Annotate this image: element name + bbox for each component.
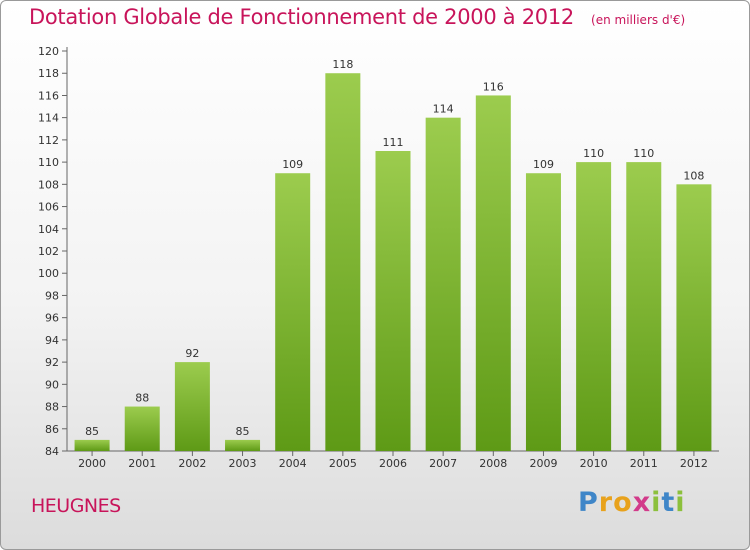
data-label: 109 — [282, 158, 303, 171]
y-tick-label: 114 — [38, 112, 59, 125]
data-label: 108 — [683, 169, 704, 182]
commune-name: HEUGNES — [31, 495, 121, 517]
proxiti-logo: Proxiti — [578, 487, 686, 518]
x-tick-label: 2007 — [429, 457, 457, 470]
logo-letter: o — [613, 487, 633, 518]
y-tick-label: 116 — [38, 89, 59, 102]
bar — [576, 162, 612, 451]
data-label: 88 — [135, 392, 149, 405]
logo-letter: P — [578, 487, 599, 518]
bar — [74, 439, 110, 451]
data-label: 92 — [185, 347, 199, 360]
bar — [475, 95, 511, 451]
y-tick-label: 120 — [38, 45, 59, 58]
bar — [225, 439, 261, 451]
x-tick-label: 2011 — [630, 457, 658, 470]
y-tick-label: 96 — [45, 312, 59, 325]
bar — [626, 162, 662, 451]
x-tick-label: 2005 — [329, 457, 357, 470]
y-tick-label: 90 — [45, 378, 59, 391]
data-label: 110 — [583, 147, 604, 160]
x-tick-label: 2004 — [279, 457, 307, 470]
title-row: Dotation Globale de Fonctionnement de 20… — [29, 5, 685, 29]
x-tick-label: 2012 — [680, 457, 708, 470]
y-tick-label: 110 — [38, 156, 59, 169]
y-tick-label: 84 — [45, 445, 59, 458]
y-tick-label: 104 — [38, 223, 59, 236]
chart-title: Dotation Globale de Fonctionnement de 20… — [29, 5, 574, 29]
x-tick-label: 2000 — [78, 457, 106, 470]
data-label: 118 — [332, 58, 353, 71]
data-label: 110 — [633, 147, 654, 160]
y-tick-label: 92 — [45, 356, 59, 369]
x-tick-label: 2010 — [580, 457, 608, 470]
data-label: 85 — [85, 425, 99, 438]
bar — [124, 406, 160, 451]
logo-letter: i — [651, 487, 662, 518]
bar — [174, 362, 210, 451]
logo-letter: i — [675, 487, 686, 518]
data-label: 109 — [533, 158, 554, 171]
x-tick-label: 2002 — [178, 457, 206, 470]
y-tick-label: 106 — [38, 201, 59, 214]
y-tick-label: 88 — [45, 401, 59, 414]
x-tick-label: 2001 — [128, 457, 156, 470]
bar — [425, 117, 461, 452]
data-label: 85 — [236, 425, 250, 438]
y-tick-label: 108 — [38, 178, 59, 191]
x-tick-label: 2008 — [479, 457, 507, 470]
y-tick-label: 100 — [38, 267, 59, 280]
data-label: 111 — [383, 136, 404, 149]
x-tick-label: 2003 — [229, 457, 257, 470]
bar — [275, 173, 311, 451]
x-tick-label: 2009 — [529, 457, 557, 470]
y-tick-label: 102 — [38, 245, 59, 258]
y-tick-label: 118 — [38, 67, 59, 80]
bar — [375, 151, 411, 451]
y-tick-label: 86 — [45, 423, 59, 436]
y-tick-label: 112 — [38, 134, 59, 147]
logo-letter: t — [661, 487, 676, 518]
y-tick-label: 94 — [45, 334, 59, 347]
bar — [676, 184, 712, 452]
logo-letter: x — [632, 487, 652, 518]
data-label: 114 — [433, 103, 454, 116]
x-tick-label: 2006 — [379, 457, 407, 470]
bar — [325, 73, 361, 451]
chart-unit: (en milliers d'€) — [591, 13, 686, 27]
data-label: 116 — [483, 80, 504, 93]
logo-letter: r — [598, 487, 614, 518]
y-tick-label: 98 — [45, 289, 59, 302]
bar — [525, 173, 561, 451]
